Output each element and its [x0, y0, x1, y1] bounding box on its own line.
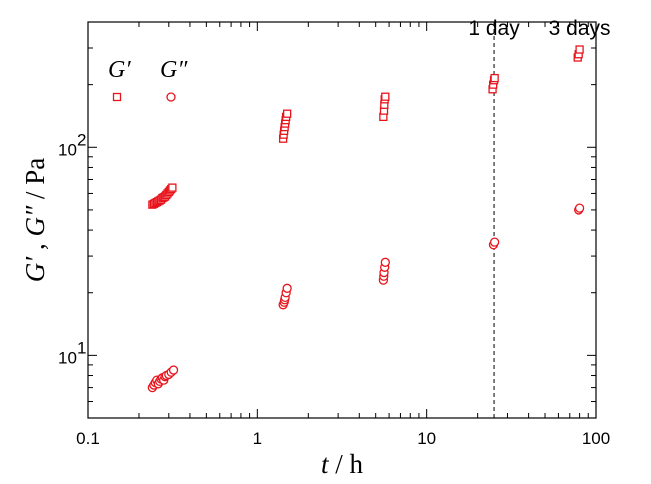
g-prime-point	[575, 45, 584, 54]
y-tick-label-exponent: 2	[77, 130, 86, 149]
g-prime-point	[283, 109, 292, 118]
axis-ticks	[87, 21, 597, 419]
annotations: 1 day 3 days	[468, 17, 610, 40]
y-tick-label-base: 10	[58, 140, 77, 159]
y-axis-title-g-double-prime: G″	[20, 205, 50, 236]
legend-label: G′	[108, 57, 131, 83]
y-axis-title-sep: ,	[20, 237, 50, 257]
g-double-prime-point	[489, 237, 500, 247]
y-tick-label-exponent: 1	[77, 338, 86, 357]
g-double-prime-point	[380, 257, 390, 267]
g-double-prime-point	[282, 283, 292, 293]
x-tick-label: 10	[417, 429, 436, 448]
y-axis-title-unit: / Pa	[20, 158, 50, 206]
x-tick-label: 100	[582, 429, 610, 448]
g-double-prime-point	[168, 365, 179, 375]
g-prime-point	[490, 73, 499, 83]
annotation-label: 1 day	[468, 17, 520, 40]
g-double-prime-point	[574, 203, 585, 213]
g-prime-point	[168, 183, 177, 192]
g-prime-point	[381, 92, 390, 101]
legend-circle-marker	[166, 92, 176, 102]
x-axis-title-unit: / h	[329, 449, 364, 479]
x-tick-label: 1	[253, 429, 262, 448]
x-axis-title: t / h	[321, 449, 364, 479]
y-axis-title-g-prime: G′	[20, 256, 50, 282]
legend: G′ G″	[108, 57, 188, 102]
legend-square-marker	[112, 92, 122, 102]
legend-label: G″	[160, 57, 188, 83]
x-axis-title-italic: t	[321, 449, 330, 479]
y-tick-label-base: 10	[58, 348, 77, 367]
x-tick-label: 0.1	[76, 429, 100, 448]
data-points	[147, 45, 585, 393]
y-axis-title: G′ , G″ / Pa	[20, 158, 50, 282]
plot-frame	[87, 21, 597, 419]
annotation-label: 3 days	[549, 17, 611, 40]
